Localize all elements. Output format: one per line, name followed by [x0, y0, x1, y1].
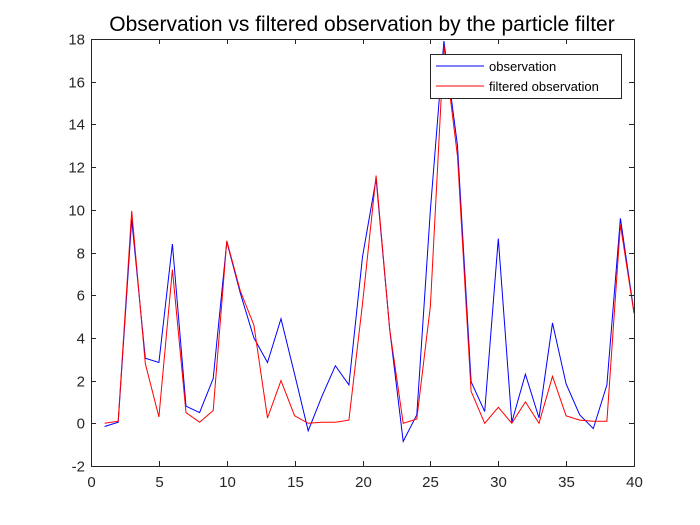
y-tick-label: 14: [68, 117, 85, 134]
x-tick-label: 25: [422, 474, 439, 491]
y-tick-label: 12: [68, 160, 85, 177]
x-tick-label: 5: [155, 474, 163, 491]
x-tick-label: 30: [490, 474, 507, 491]
legend-label-filtered-observation: filtered observation: [489, 79, 599, 94]
y-tick-label: -2: [72, 459, 85, 476]
series-line-observation: [104, 41, 635, 444]
x-tick-label: 35: [558, 474, 575, 491]
series-layer: [104, 41, 635, 444]
y-tick-label: 4: [77, 331, 85, 348]
chart-title: Observation vs filtered observation by t…: [109, 13, 614, 36]
y-tick-label: 18: [68, 32, 85, 49]
x-tick-label: 15: [287, 474, 304, 491]
series-line-filtered-observation: [104, 45, 635, 425]
legend-label-observation: observation: [489, 59, 556, 74]
y-tick-label: 16: [68, 75, 85, 92]
y-tick-label: 10: [68, 203, 85, 220]
x-tick-label: 40: [626, 474, 643, 491]
y-tick-label: 0: [77, 416, 85, 433]
x-tick-label: 0: [87, 474, 95, 491]
y-tick-label: 8: [77, 246, 85, 263]
y-tick-label: 6: [77, 288, 85, 305]
y-tick-label: 2: [77, 374, 85, 391]
legend-box: [430, 54, 622, 99]
x-tick-label: 20: [355, 474, 372, 491]
legend: observation filtered observation: [430, 54, 622, 99]
x-tick-label: 10: [219, 474, 236, 491]
